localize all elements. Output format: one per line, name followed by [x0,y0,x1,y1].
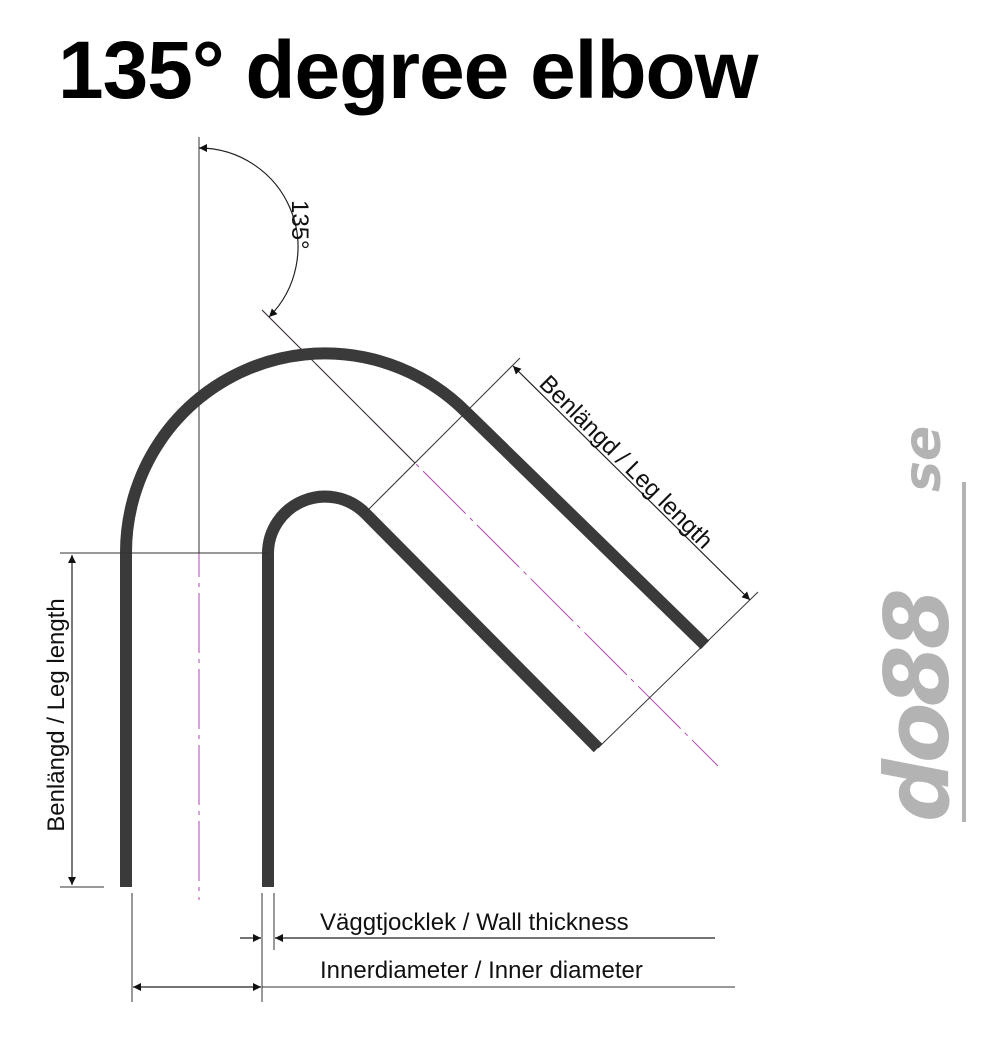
diagonal-leg-length-label: Benlängd / Leg length [534,370,718,554]
svg-text:se: se [893,426,953,492]
inner-diameter-label: Innerdiameter / Inner diameter [320,957,643,984]
leg-end-extension [597,591,759,749]
reference-line-diagonal [261,309,416,464]
do88-logo: do88 se [866,426,969,822]
vertical-leg-length-label: Benlängd / Leg length [43,598,70,832]
angle-label: 135° [286,200,313,250]
svg-text:do88: do88 [866,590,969,822]
bend-end-line [364,357,521,514]
page-title: 135° degree elbow [58,25,758,116]
pipe-outer-wall [119,347,710,887]
wall-thickness-label: Väggtjocklek / Wall thickness [320,909,629,936]
diagonal-leg-dimension-line [512,365,751,601]
pipe-inner-wall [262,490,603,887]
angle-arc [198,144,299,318]
